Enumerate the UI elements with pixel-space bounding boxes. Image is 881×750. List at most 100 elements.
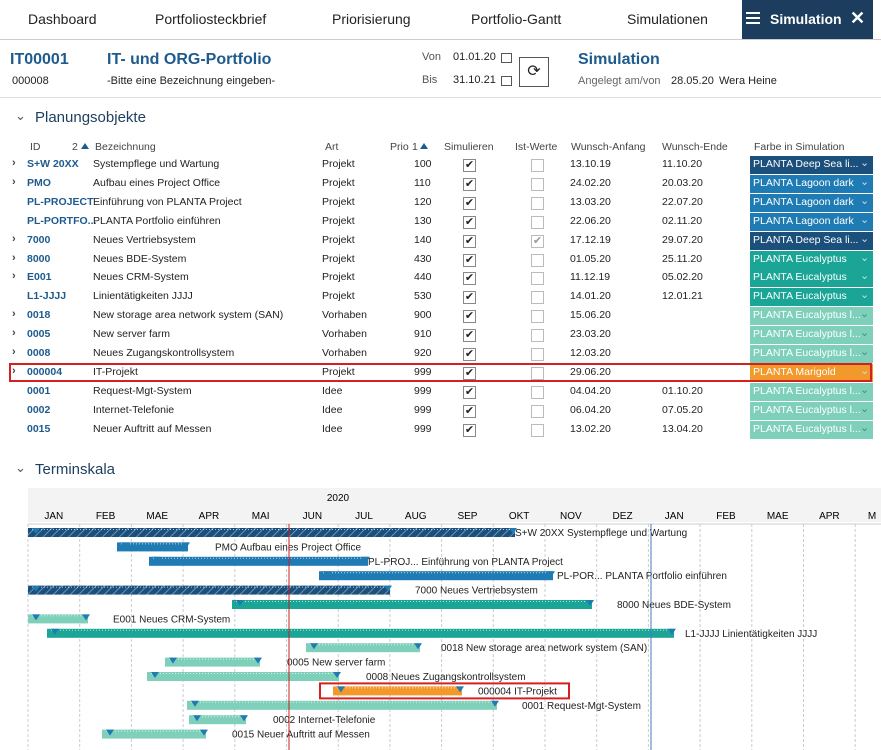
checkbox[interactable] [531,272,544,285]
row-name: Neues Vertriebsystem [93,234,196,246]
expand-icon[interactable]: › [12,233,16,245]
checkbox[interactable] [531,216,544,229]
checkbox[interactable] [531,310,544,323]
refresh-button[interactable]: ⟳ [519,57,549,87]
to-date[interactable]: 31.10.21 [453,74,496,86]
column-header[interactable]: Wunsch-Ende [662,141,728,153]
dropdown-icon[interactable]: ⌄ [860,213,869,226]
row-id[interactable]: PMO [27,177,51,189]
checkbox[interactable]: ✔ [463,310,476,323]
checkbox[interactable]: ✔ [463,178,476,191]
row-id[interactable]: 8000 [27,253,50,265]
dropdown-icon[interactable]: ⌄ [860,251,869,264]
expand-icon[interactable]: › [12,308,16,320]
collapse-icon[interactable]: ⌄ [15,108,26,124]
color-label: PLANTA Eucalyptus [753,253,847,265]
checkbox[interactable]: ✔ [463,424,476,437]
expand-icon[interactable]: › [12,176,16,188]
dropdown-icon[interactable]: ⌄ [860,175,869,188]
checkbox[interactable] [531,329,544,342]
row-id[interactable]: E001 [27,271,52,283]
tab[interactable]: Priorisierung [332,0,411,39]
dropdown-icon[interactable]: ⌄ [860,156,869,169]
dropdown-icon[interactable]: ⌄ [860,345,869,358]
row-id[interactable]: 0018 [27,309,50,321]
year-label: 2020 [327,493,350,504]
dropdown-icon[interactable]: ⌄ [860,326,869,339]
column-header[interactable]: Wunsch-Anfang [571,141,646,153]
row-id[interactable]: 7000 [27,234,50,246]
column-header[interactable]: Ist-Werte [515,141,557,153]
row-prio: 900 [414,309,432,321]
checkbox[interactable]: ✔ [531,235,544,248]
row-id[interactable]: 0001 [27,385,50,397]
column-header[interactable]: ID [30,141,41,153]
checkbox[interactable]: ✔ [463,254,476,267]
expand-icon[interactable]: › [12,252,16,264]
expand-icon[interactable]: › [12,157,16,169]
row-id[interactable]: S+W 20XX [27,158,79,170]
collapse-icon[interactable]: ⌄ [15,460,26,476]
calendar-icon[interactable] [501,76,512,86]
calendar-icon[interactable] [501,53,512,63]
column-header[interactable]: 2 [72,141,78,153]
row-id[interactable]: 0015 [27,423,50,435]
row-start: 17.12.19 [570,234,611,246]
dropdown-icon[interactable]: ⌄ [860,402,869,415]
tab[interactable]: Dashboard [28,0,97,39]
checkbox[interactable]: ✔ [463,291,476,304]
column-header[interactable]: 1 [412,141,418,153]
dropdown-icon[interactable]: ⌄ [860,421,869,434]
color-label: PLANTA Lagoon dark [753,215,854,227]
dropdown-icon[interactable]: ⌄ [860,194,869,207]
checkbox[interactable]: ✔ [463,216,476,229]
row-id[interactable]: 0008 [27,347,50,359]
checkbox[interactable] [531,386,544,399]
row-art: Projekt [322,158,355,170]
checkbox[interactable]: ✔ [463,197,476,210]
row-id[interactable]: PL-PORTFO... [27,215,96,227]
checkbox[interactable] [531,424,544,437]
column-header[interactable]: Simulieren [444,141,494,153]
checkbox[interactable]: ✔ [463,235,476,248]
dropdown-icon[interactable]: ⌄ [860,269,869,282]
checkbox[interactable] [531,348,544,361]
checkbox[interactable] [531,405,544,418]
tab[interactable]: Portfoliosteckbrief [155,0,266,39]
tab[interactable]: Portfolio-Gantt [471,0,561,39]
expand-icon[interactable]: › [12,327,16,339]
dropdown-icon[interactable]: ⌄ [860,383,869,396]
checkbox[interactable] [531,178,544,191]
tab[interactable]: Simulationen [627,0,708,39]
checkbox[interactable]: ✔ [463,159,476,172]
checkbox[interactable] [531,254,544,267]
checkbox[interactable]: ✔ [463,386,476,399]
checkbox[interactable]: ✔ [463,329,476,342]
row-id[interactable]: PL-PROJECT [27,196,94,208]
row-id[interactable]: L1-JJJJ [27,290,66,302]
color-label: PLANTA Eucalyptus l... [753,328,861,340]
checkbox[interactable] [531,291,544,304]
expand-icon[interactable]: › [12,346,16,358]
checkbox[interactable]: ✔ [463,405,476,418]
dropdown-icon[interactable]: ⌄ [860,307,869,320]
from-date[interactable]: 01.01.20 [453,51,496,63]
column-header[interactable]: Prio [390,141,409,153]
row-id[interactable]: 0002 [27,404,50,416]
checkbox[interactable] [531,159,544,172]
close-icon[interactable]: ✕ [850,8,865,29]
checkbox[interactable]: ✔ [463,272,476,285]
dropdown-icon[interactable]: ⌄ [860,232,869,245]
column-header[interactable]: Farbe in Simulation [754,141,844,153]
tab-active[interactable]: Simulation [770,0,842,39]
checkbox[interactable] [531,197,544,210]
menu-icon[interactable] [746,12,760,14]
dropdown-icon[interactable]: ⌄ [860,288,869,301]
subtitle[interactable]: -Bitte eine Bezeichnung eingeben- [107,75,275,87]
column-header[interactable]: Art [325,141,338,153]
row-id[interactable]: 0005 [27,328,50,340]
checkbox[interactable]: ✔ [463,348,476,361]
expand-icon[interactable]: › [12,270,16,282]
column-header[interactable]: Bezeichnung [95,141,156,153]
bar-label: 0005 New server farm [287,658,385,669]
